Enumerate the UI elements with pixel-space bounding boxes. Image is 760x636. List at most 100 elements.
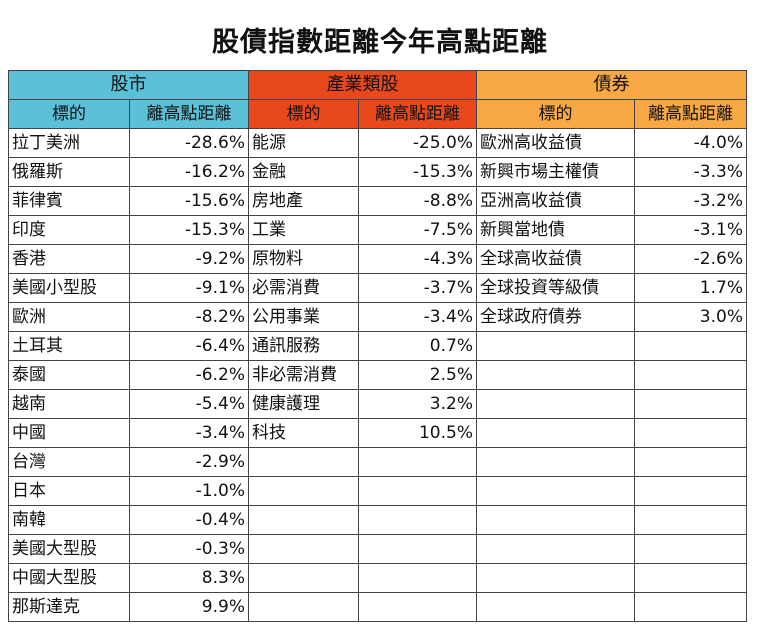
- sectors-distance-cell: [358, 476, 477, 506]
- stocks-distance-cell: 9.9%: [129, 592, 249, 622]
- column-header-target: 標的: [248, 99, 359, 129]
- bonds-distance-cell: 1.7%: [634, 273, 747, 303]
- sectors-target-cell: [248, 563, 359, 593]
- stocks-target-cell: 菲律賓: [8, 186, 130, 216]
- sectors-distance-cell: 3.2%: [358, 389, 477, 419]
- stocks-target-cell: 日本: [8, 476, 130, 506]
- group-header-bonds: 債券: [476, 70, 747, 100]
- bonds-target-cell: 全球投資等級債: [476, 273, 635, 303]
- bonds-target-cell: 全球高收益債: [476, 244, 635, 274]
- stocks-target-cell: 美國大型股: [8, 534, 130, 564]
- stocks-target-cell: 歐洲: [8, 302, 130, 332]
- stocks-distance-cell: -28.6%: [129, 128, 249, 158]
- group-header-sectors: 產業類股: [248, 70, 477, 100]
- sectors-target-cell: [248, 592, 359, 622]
- bonds-target-cell: 亞洲高收益債: [476, 186, 635, 216]
- column-header-distance: 離高點距離: [129, 99, 249, 129]
- table-row: 美國小型股 -9.1% 必需消費 -3.7% 全球投資等級債 1.7%: [8, 273, 747, 303]
- sectors-distance-cell: -8.8%: [358, 186, 477, 216]
- stocks-distance-cell: -2.9%: [129, 447, 249, 477]
- table-row: 那斯達克 9.9%: [8, 592, 747, 622]
- sectors-target-cell: 房地產: [248, 186, 359, 216]
- stocks-distance-cell: -9.2%: [129, 244, 249, 274]
- sectors-distance-cell: [358, 563, 477, 593]
- bonds-target-cell: [476, 447, 635, 477]
- sectors-distance-cell: -4.3%: [358, 244, 477, 274]
- column-header-distance: 離高點距離: [358, 99, 477, 129]
- sectors-distance-cell: -15.3%: [358, 157, 477, 187]
- stocks-distance-cell: 8.3%: [129, 563, 249, 593]
- stocks-target-cell: 中國: [8, 418, 130, 448]
- sectors-distance-cell: 2.5%: [358, 360, 477, 390]
- bonds-distance-cell: 3.0%: [634, 302, 747, 332]
- table-row: 中國大型股 8.3%: [8, 563, 747, 593]
- column-header-distance: 離高點距離: [634, 99, 747, 129]
- bonds-target-cell: [476, 563, 635, 593]
- table-row: 菲律賓 -15.6% 房地產 -8.8% 亞洲高收益債 -3.2%: [8, 186, 747, 216]
- bonds-distance-cell: [634, 505, 747, 535]
- group-header-row: 股市 產業類股 債券: [8, 70, 747, 100]
- bonds-distance-cell: -3.3%: [634, 157, 747, 187]
- stocks-distance-cell: -6.2%: [129, 360, 249, 390]
- stocks-target-cell: 越南: [8, 389, 130, 419]
- table-row: 香港 -9.2% 原物料 -4.3% 全球高收益債 -2.6%: [8, 244, 747, 274]
- bonds-distance-cell: [634, 592, 747, 622]
- stocks-distance-cell: -15.3%: [129, 215, 249, 245]
- bonds-target-cell: 全球政府債券: [476, 302, 635, 332]
- sectors-distance-cell: [358, 592, 477, 622]
- sectors-distance-cell: -7.5%: [358, 215, 477, 245]
- group-header-stocks: 股市: [8, 70, 249, 100]
- bonds-target-cell: 新興當地債: [476, 215, 635, 245]
- sectors-target-cell: 通訊服務: [248, 331, 359, 361]
- sectors-target-cell: [248, 534, 359, 564]
- sectors-target-cell: 必需消費: [248, 273, 359, 303]
- sectors-target-cell: [248, 476, 359, 506]
- table-row: 歐洲 -8.2% 公用事業 -3.4% 全球政府債券 3.0%: [8, 302, 747, 332]
- stocks-distance-cell: -6.4%: [129, 331, 249, 361]
- table-row: 拉丁美洲 -28.6% 能源 -25.0% 歐洲高收益債 -4.0%: [8, 128, 747, 158]
- bonds-distance-cell: [634, 476, 747, 506]
- bonds-distance-cell: -4.0%: [634, 128, 747, 158]
- chart-title: 股債指數距離今年高點距離: [212, 27, 548, 58]
- column-header-target: 標的: [476, 99, 635, 129]
- table-row: 俄羅斯 -16.2% 金融 -15.3% 新興市場主權債 -3.3%: [8, 157, 747, 187]
- bonds-distance-cell: [634, 418, 747, 448]
- bonds-distance-cell: [634, 534, 747, 564]
- table-row: 台灣 -2.9%: [8, 447, 747, 477]
- stocks-target-cell: 香港: [8, 244, 130, 274]
- stocks-distance-cell: -1.0%: [129, 476, 249, 506]
- bonds-distance-cell: -3.2%: [634, 186, 747, 216]
- stocks-target-cell: 俄羅斯: [8, 157, 130, 187]
- table-body: 拉丁美洲 -28.6% 能源 -25.0% 歐洲高收益債 -4.0% 俄羅斯 -16.2% 金融…: [8, 128, 747, 622]
- table-row: 泰國 -6.2% 非必需消費 2.5%: [8, 360, 747, 390]
- bonds-target-cell: 歐洲高收益債: [476, 128, 635, 158]
- column-header-row: 標的 離高點距離 標的 離高點距離 標的 離高點距離: [8, 99, 747, 129]
- bonds-distance-cell: -2.6%: [634, 244, 747, 274]
- stocks-distance-cell: -5.4%: [129, 389, 249, 419]
- sectors-target-cell: 能源: [248, 128, 359, 158]
- stocks-target-cell: 泰國: [8, 360, 130, 390]
- distance-table: 股市 產業類股 債券 標的 離高點距離 標的 離高點距離 標的 離高點距離 拉丁…: [8, 70, 747, 622]
- stocks-target-cell: 南韓: [8, 505, 130, 535]
- stocks-target-cell: 美國小型股: [8, 273, 130, 303]
- stocks-distance-cell: -9.1%: [129, 273, 249, 303]
- sectors-distance-cell: -3.7%: [358, 273, 477, 303]
- stocks-distance-cell: -8.2%: [129, 302, 249, 332]
- table-row: 美國大型股 -0.3%: [8, 534, 747, 564]
- sectors-target-cell: 非必需消費: [248, 360, 359, 390]
- sectors-target-cell: 科技: [248, 418, 359, 448]
- table-row: 日本 -1.0%: [8, 476, 747, 506]
- bonds-distance-cell: [634, 389, 747, 419]
- stocks-distance-cell: -15.6%: [129, 186, 249, 216]
- table-row: 越南 -5.4% 健康護理 3.2%: [8, 389, 747, 419]
- bonds-distance-cell: [634, 331, 747, 361]
- stocks-target-cell: 台灣: [8, 447, 130, 477]
- sectors-distance-cell: -3.4%: [358, 302, 477, 332]
- bonds-target-cell: [476, 505, 635, 535]
- sectors-target-cell: 工業: [248, 215, 359, 245]
- sectors-target-cell: [248, 505, 359, 535]
- stocks-distance-cell: -0.3%: [129, 534, 249, 564]
- sectors-target-cell: 原物料: [248, 244, 359, 274]
- sectors-target-cell: 金融: [248, 157, 359, 187]
- bonds-distance-cell: [634, 360, 747, 390]
